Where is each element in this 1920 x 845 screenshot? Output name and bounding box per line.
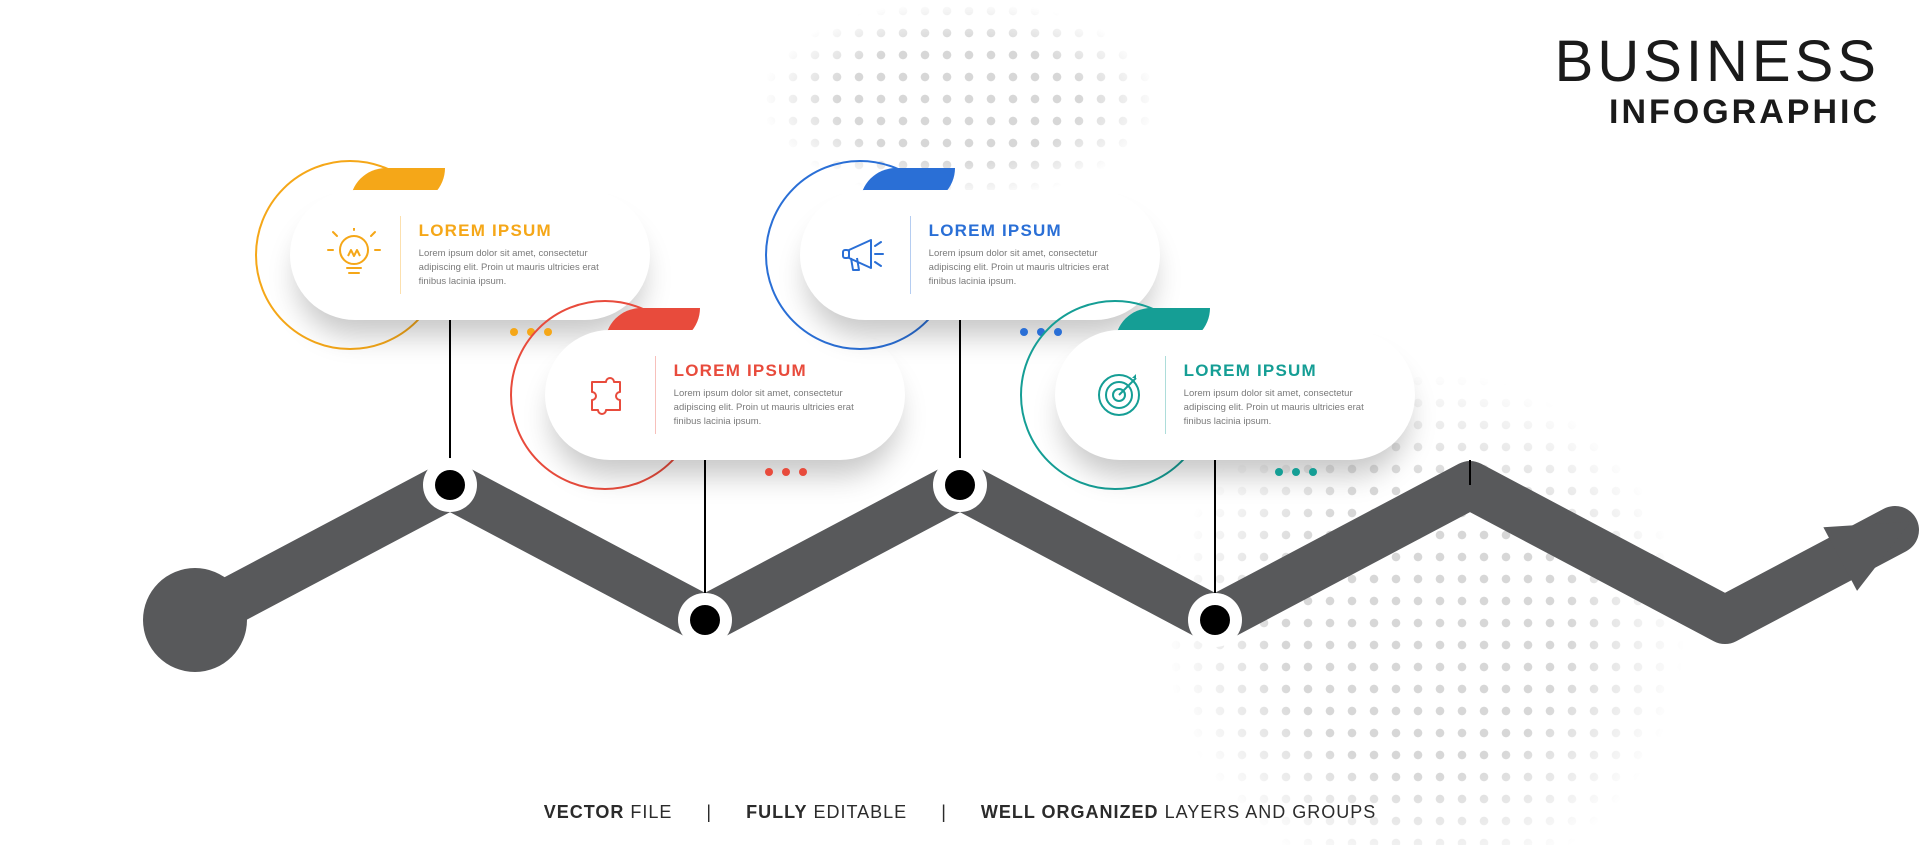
zigzag-arrow [143, 485, 1911, 672]
footer: VECTOR FILE | FULLY EDITABLE | WELL ORGA… [0, 802, 1920, 823]
card-body: Lorem ipsum dolor sit amet, consectetur … [419, 247, 616, 288]
node-marker [423, 458, 477, 512]
node-marker [933, 458, 987, 512]
megaphone-icon [828, 219, 900, 291]
pager-dots [1275, 468, 1317, 476]
footer-item-3: WELL ORGANIZED LAYERS AND GROUPS [981, 802, 1376, 822]
infographic-stage: BUSINESS INFOGRAPHIC LOREM IPSUMLorem ip… [0, 0, 1920, 845]
node-marker [678, 593, 732, 647]
card-text: LOREM IPSUM Lorem ipsum dolor sit amet, c… [1184, 361, 1381, 428]
card-body: Lorem ipsum dolor sit amet, consectetur … [929, 247, 1126, 288]
card-title: LOREM IPSUM [419, 221, 616, 241]
step-card-4: LOREM IPSUM Lorem ipsum dolor sit amet, c… [1055, 330, 1415, 460]
card-title: LOREM IPSUM [674, 361, 871, 381]
card-body: Lorem ipsum dolor sit amet, consectetur … [674, 387, 871, 428]
card-divider [655, 356, 656, 434]
card-divider [400, 216, 401, 294]
card-body: Lorem ipsum dolor sit amet, consectetur … [1184, 387, 1381, 428]
footer-sep-1: | [706, 802, 712, 822]
target-icon [1083, 359, 1155, 431]
card-title: LOREM IPSUM [929, 221, 1126, 241]
card-divider [1165, 356, 1166, 434]
card-text: LOREM IPSUM Lorem ipsum dolor sit amet, c… [419, 221, 616, 288]
card-divider [910, 216, 911, 294]
lightbulb-icon [318, 219, 390, 291]
node-marker [1188, 593, 1242, 647]
card-title: LOREM IPSUM [1184, 361, 1381, 381]
card-text: LOREM IPSUM Lorem ipsum dolor sit amet, c… [674, 361, 871, 428]
puzzle-icon [573, 359, 645, 431]
footer-item-1: VECTOR FILE [544, 802, 673, 822]
footer-sep-2: | [941, 802, 947, 822]
pager-dots [765, 468, 807, 476]
card-text: LOREM IPSUM Lorem ipsum dolor sit amet, c… [929, 221, 1126, 288]
footer-item-2: FULLY EDITABLE [746, 802, 907, 822]
connector-line [1469, 460, 1471, 485]
